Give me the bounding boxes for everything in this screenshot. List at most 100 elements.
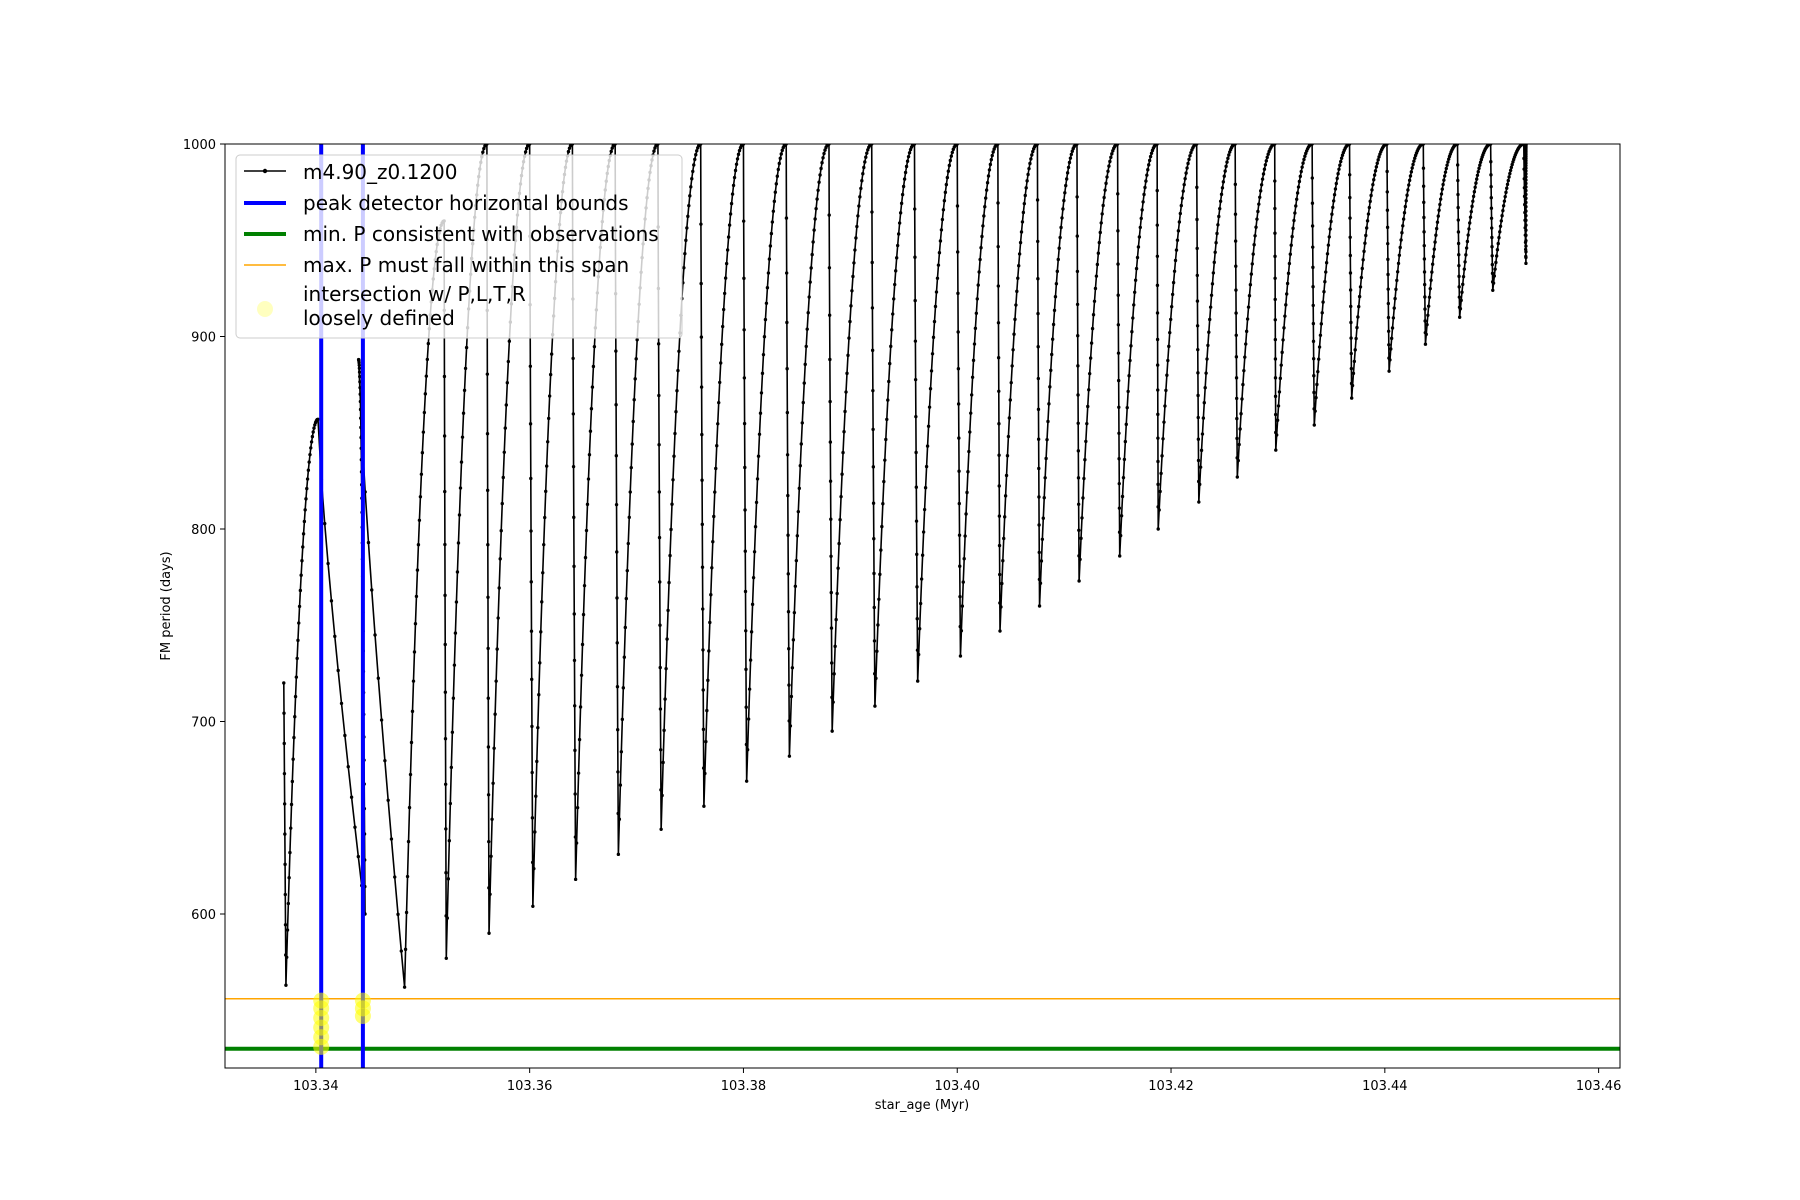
model-data-point	[1162, 420, 1166, 424]
model-data-point	[485, 488, 490, 493]
model-data-point	[575, 805, 580, 810]
model-data-point	[1273, 337, 1278, 342]
model-data-point	[1223, 169, 1227, 173]
model-data-point	[1475, 177, 1479, 181]
model-data-point	[609, 149, 613, 154]
model-data-point	[1424, 332, 1428, 337]
model-data-point	[1173, 258, 1178, 263]
model-data-point	[1101, 203, 1105, 208]
model-data-point	[1260, 177, 1265, 181]
model-data-point	[1324, 270, 1328, 274]
model-data-point	[1262, 167, 1267, 171]
model-data-point	[663, 697, 667, 701]
model-data-point	[871, 388, 875, 393]
model-data-point	[404, 910, 409, 915]
model-data-point	[1119, 514, 1124, 518]
model-data-point	[1110, 152, 1114, 156]
model-data-point	[1107, 164, 1111, 168]
model-data-point	[530, 724, 534, 729]
model-data-point	[664, 666, 668, 671]
model-data-point	[843, 409, 847, 414]
model-data-point	[1075, 195, 1079, 199]
model-data-point	[877, 597, 881, 601]
model-data-point	[930, 352, 935, 356]
model-data-point	[1404, 199, 1408, 203]
model-data-point	[1224, 164, 1228, 169]
model-data-point	[545, 464, 549, 468]
model-data-point	[486, 543, 490, 547]
model-data-point	[588, 429, 593, 433]
model-data-point	[1027, 166, 1031, 171]
model-data-point	[1524, 172, 1528, 176]
model-data-point	[1242, 368, 1246, 373]
model-data-point	[1311, 321, 1316, 326]
model-data-point	[1273, 297, 1277, 302]
model-data-point	[1364, 233, 1368, 238]
model-data-point	[1331, 205, 1335, 210]
model-data-point	[1076, 393, 1080, 397]
model-data-point	[1457, 295, 1462, 299]
model-data-point	[926, 424, 931, 428]
model-data-point	[1524, 223, 1528, 227]
model-data-point	[939, 228, 944, 232]
model-data-point	[627, 515, 631, 520]
model-data-point	[1163, 404, 1167, 408]
model-data-point	[1349, 351, 1353, 356]
model-data-point	[844, 390, 848, 394]
model-data-point	[981, 224, 985, 228]
model-data-point	[1314, 395, 1318, 400]
model-data-point	[997, 389, 1001, 393]
model-data-point	[537, 693, 541, 697]
model-data-point	[957, 436, 961, 440]
model-data-point	[898, 211, 903, 215]
model-data-point	[1310, 176, 1314, 180]
model-data-point	[1505, 186, 1509, 190]
model-data-point	[1442, 174, 1447, 178]
y-tick-label: 800	[191, 523, 216, 538]
model-data-point	[1099, 221, 1103, 225]
model-data-point	[1461, 282, 1465, 287]
model-data-point	[1456, 192, 1460, 197]
model-data-point	[659, 827, 663, 831]
model-data-point	[1430, 262, 1435, 266]
model-data-point	[1006, 434, 1011, 439]
model-data-point	[1336, 171, 1340, 176]
model-data-point	[1385, 169, 1389, 174]
model-data-point	[572, 564, 576, 569]
model-data-point	[1289, 243, 1293, 247]
model-data-point	[732, 175, 737, 180]
model-data-point	[306, 468, 311, 472]
model-data-point	[707, 649, 711, 653]
model-data-point	[1061, 207, 1065, 211]
model-data-point	[927, 405, 932, 409]
model-data-point	[499, 529, 503, 533]
model-data-point	[1036, 376, 1041, 381]
model-data-point	[750, 602, 755, 607]
model-data-point	[669, 527, 673, 532]
model-data-point	[573, 748, 577, 753]
model-data-point	[1386, 315, 1391, 320]
model-data-point	[972, 342, 977, 346]
model-data-point	[871, 427, 875, 432]
model-data-point	[1499, 219, 1504, 223]
model-data-point	[615, 596, 619, 600]
model-data-point	[1209, 293, 1214, 297]
model-data-point	[1018, 240, 1023, 245]
model-data-point	[904, 164, 909, 169]
model-data-point	[1462, 267, 1467, 271]
model-data-point	[1389, 347, 1393, 351]
model-data-point	[1474, 181, 1478, 185]
model-data-point	[751, 575, 756, 580]
model-data-point	[1274, 448, 1278, 452]
model-data-point	[1203, 386, 1207, 390]
model-data-point	[985, 181, 990, 185]
model-data-point	[1238, 427, 1242, 431]
model-data-point	[1490, 245, 1494, 249]
model-data-point	[1316, 357, 1321, 361]
model-data-point	[958, 654, 963, 658]
model-data-point	[850, 289, 854, 293]
model-data-point	[1108, 159, 1112, 164]
model-data-point	[545, 440, 550, 444]
model-data-point	[817, 180, 821, 184]
model-data-point	[872, 605, 876, 610]
